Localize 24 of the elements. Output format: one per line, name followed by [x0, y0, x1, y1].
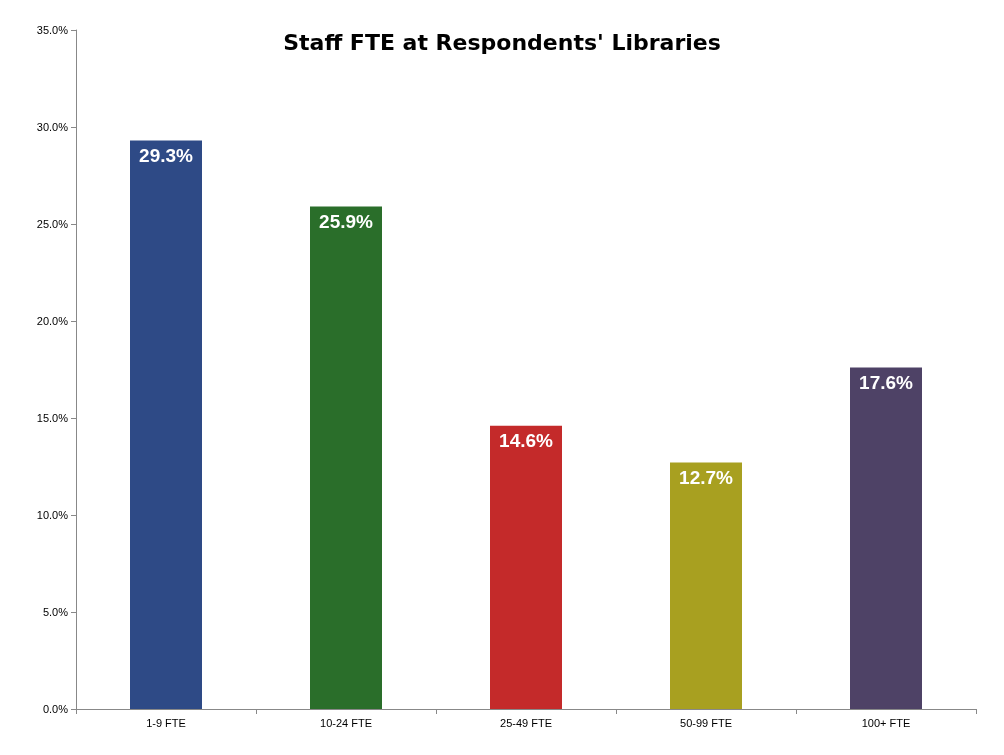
- y-tick-label: 5.0%: [42, 606, 69, 618]
- bar: [850, 367, 922, 709]
- x-tick-label: 25-49 FTE: [500, 716, 552, 729]
- y-tick-label: 30.0%: [36, 121, 69, 133]
- data-label: 29.3%: [139, 144, 194, 166]
- bar: [670, 462, 742, 709]
- y-tick-label: 25.0%: [36, 218, 69, 230]
- x-tick-label: 1-9 FTE: [146, 716, 186, 729]
- chart-title: Staff FTE at Respondents' Libraries: [283, 29, 721, 55]
- data-label: 12.7%: [679, 466, 734, 488]
- bar: [130, 140, 202, 709]
- x-tick-label: 50-99 FTE: [680, 716, 732, 729]
- y-tick-label: 10.0%: [36, 509, 69, 521]
- data-label: 14.6%: [499, 429, 554, 451]
- bar: [490, 425, 562, 709]
- x-tick-label: 100+ FTE: [861, 716, 911, 729]
- y-tick-label: 20.0%: [36, 315, 69, 327]
- data-label: 25.9%: [319, 210, 374, 232]
- y-tick-label: 15.0%: [36, 412, 69, 424]
- y-tick-label: 0.0%: [42, 703, 69, 715]
- y-tick-label: 35.0%: [36, 24, 69, 36]
- bar: [310, 206, 382, 709]
- data-label: 17.6%: [859, 371, 914, 393]
- x-tick-label: 10-24 FTE: [320, 716, 372, 729]
